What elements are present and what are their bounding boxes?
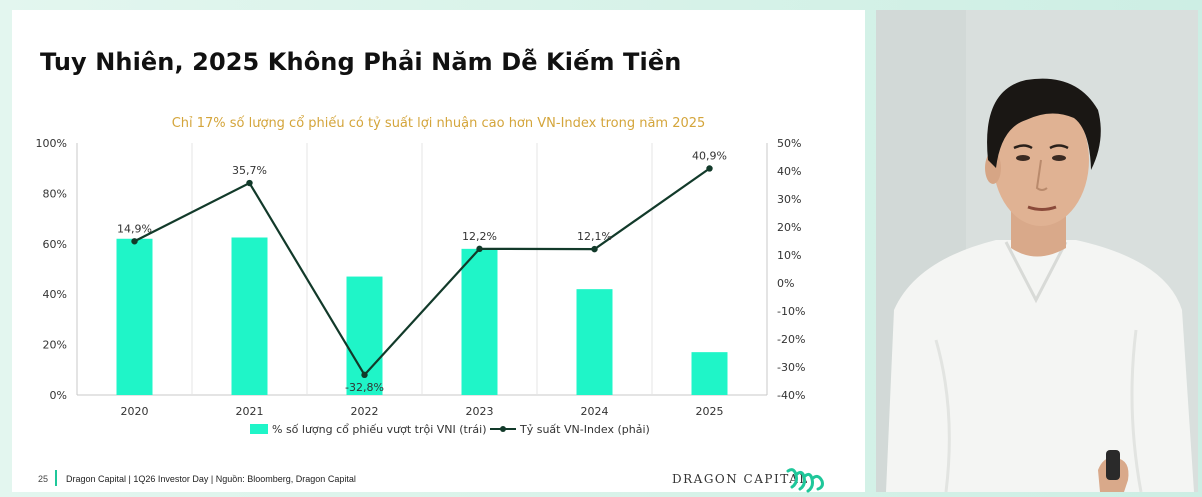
bar bbox=[576, 289, 613, 395]
presenter-figure bbox=[876, 10, 1198, 492]
slide: Tuy Nhiên, 2025 Không Phải Năm Dễ Kiếm T… bbox=[12, 10, 865, 493]
line-point bbox=[246, 179, 253, 187]
x-tick-label: 2023 bbox=[466, 405, 494, 418]
data-label: 12,2% bbox=[462, 230, 497, 243]
data-label: 12,1% bbox=[577, 230, 612, 243]
bar bbox=[231, 237, 268, 395]
left-tick-label: 40% bbox=[43, 288, 67, 301]
x-tick-label: 2020 bbox=[121, 405, 149, 418]
data-label: 40,9% bbox=[692, 149, 727, 162]
left-tick-label: 100% bbox=[36, 137, 67, 150]
x-tick-label: 2022 bbox=[351, 405, 379, 418]
bar bbox=[691, 352, 728, 395]
left-tick-label: 0% bbox=[50, 389, 67, 402]
dragon-capital-logo: DRAGON CAPITAL bbox=[672, 472, 809, 486]
combo-chart: 0% 20% 40% 60% 80% 100% -40% -30% -20% -10% 0% 10% 2… bbox=[36, 137, 806, 436]
footer-divider bbox=[55, 470, 57, 486]
line-point bbox=[476, 245, 483, 253]
chart-title: Chỉ 17% số lượng cổ phiếu có tỷ suất lợi… bbox=[171, 116, 706, 131]
right-tick-label: -40% bbox=[777, 389, 805, 402]
bar bbox=[116, 238, 153, 395]
line-point bbox=[131, 238, 138, 245]
legend-line-marker bbox=[500, 426, 506, 432]
slide-title: Tuy Nhiên, 2025 Không Phải Năm Dễ Kiếm T… bbox=[40, 48, 682, 76]
data-label: 35,7% bbox=[232, 164, 267, 177]
x-tick-label: 2024 bbox=[581, 405, 609, 418]
dragon-logo-icon bbox=[786, 468, 824, 493]
right-tick-label: 20% bbox=[777, 221, 801, 234]
data-label: -32,8% bbox=[345, 381, 384, 394]
left-tick-label: 80% bbox=[43, 187, 67, 200]
bar bbox=[461, 248, 498, 395]
x-tick-label: 2021 bbox=[236, 405, 264, 418]
right-tick-label: 30% bbox=[777, 193, 801, 206]
x-tick-label: 2025 bbox=[696, 405, 724, 418]
footer-source: Dragon Capital | 1Q26 Investor Day | Ngu… bbox=[66, 474, 356, 484]
line-point bbox=[591, 245, 598, 253]
right-tick-label: 10% bbox=[777, 249, 801, 262]
left-tick-label: 20% bbox=[43, 339, 67, 352]
right-tick-label: -10% bbox=[777, 305, 805, 318]
right-tick-label: 40% bbox=[777, 165, 801, 178]
legend-bar-label: % số lượng cổ phiếu vượt trội VNI (trái) bbox=[272, 423, 486, 436]
line-point bbox=[361, 371, 368, 379]
presenter-video bbox=[876, 10, 1198, 492]
right-tick-label: -20% bbox=[777, 333, 805, 346]
page-number: 25 bbox=[38, 474, 49, 484]
right-tick-label: -30% bbox=[777, 361, 805, 374]
data-label: 14,9% bbox=[117, 222, 152, 235]
line-series bbox=[134, 167, 711, 377]
legend-bar-swatch bbox=[250, 424, 268, 434]
left-tick-label: 60% bbox=[43, 238, 67, 251]
right-tick-label: 50% bbox=[777, 137, 801, 150]
legend-line-label: Tỷ suất VN-Index (phải) bbox=[519, 423, 650, 436]
line-point bbox=[706, 165, 713, 172]
right-tick-label: 0% bbox=[777, 277, 794, 290]
